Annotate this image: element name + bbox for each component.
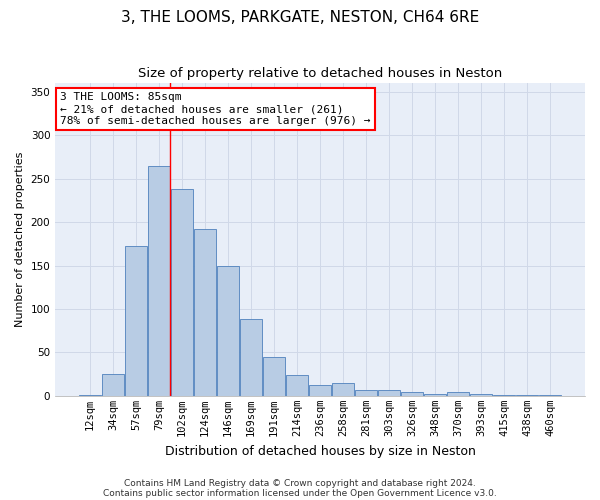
Bar xyxy=(194,229,216,396)
Text: 3 THE LOOMS: 85sqm
← 21% of detached houses are smaller (261)
78% of semi-detach: 3 THE LOOMS: 85sqm ← 21% of detached hou… xyxy=(61,92,371,126)
Bar xyxy=(516,395,538,396)
Bar xyxy=(539,395,561,396)
Bar xyxy=(447,392,469,396)
Bar xyxy=(332,383,354,396)
Bar xyxy=(217,266,239,396)
Bar xyxy=(263,357,285,396)
Bar xyxy=(79,395,101,396)
Bar xyxy=(286,375,308,396)
Bar xyxy=(470,394,492,396)
Bar xyxy=(309,386,331,396)
Bar xyxy=(171,189,193,396)
Bar xyxy=(355,390,377,396)
Y-axis label: Number of detached properties: Number of detached properties xyxy=(15,152,25,327)
Bar xyxy=(424,394,446,396)
Title: Size of property relative to detached houses in Neston: Size of property relative to detached ho… xyxy=(138,68,502,80)
Bar xyxy=(240,318,262,396)
Text: Contains public sector information licensed under the Open Government Licence v3: Contains public sector information licen… xyxy=(103,488,497,498)
Bar xyxy=(401,392,423,396)
Text: 3, THE LOOMS, PARKGATE, NESTON, CH64 6RE: 3, THE LOOMS, PARKGATE, NESTON, CH64 6RE xyxy=(121,10,479,25)
Bar xyxy=(102,374,124,396)
X-axis label: Distribution of detached houses by size in Neston: Distribution of detached houses by size … xyxy=(164,444,476,458)
Bar xyxy=(378,390,400,396)
Bar xyxy=(493,395,515,396)
Text: Contains HM Land Registry data © Crown copyright and database right 2024.: Contains HM Land Registry data © Crown c… xyxy=(124,478,476,488)
Bar xyxy=(125,246,147,396)
Bar xyxy=(148,166,170,396)
